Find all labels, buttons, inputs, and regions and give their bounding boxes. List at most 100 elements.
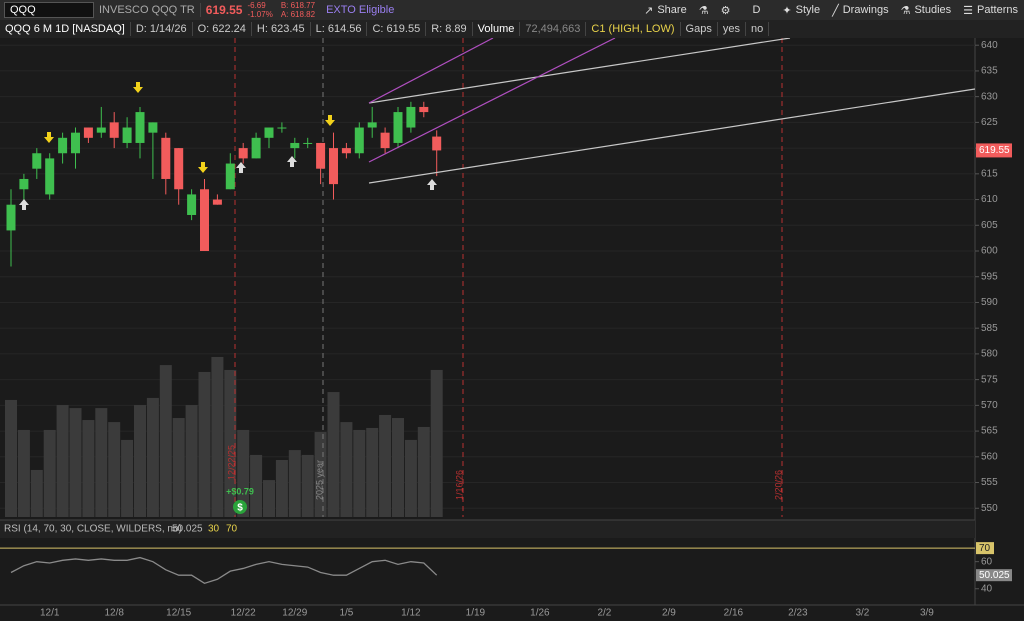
candle-body xyxy=(96,127,106,133)
chart-title: QQQ 6 M 1D [NASDAQ] xyxy=(5,23,125,35)
trend-line[interactable] xyxy=(368,38,616,163)
candle-body xyxy=(290,142,300,149)
candle-body xyxy=(161,137,171,179)
grid: 550 555 560 565 570 575 580 585 590 595 600 605 610 6… xyxy=(0,40,998,514)
x-tick-label: 12/8 xyxy=(104,608,124,619)
dividend-icon[interactable] xyxy=(233,500,247,514)
volume-bar xyxy=(82,420,95,517)
volume-label: Volume xyxy=(477,23,515,35)
y-tick-label: 575 xyxy=(981,374,998,385)
candle-body xyxy=(264,127,274,138)
patterns-label: Patterns xyxy=(977,4,1018,16)
bid-ask: B: 618.77 A: 618.82 xyxy=(281,1,315,19)
candle-body xyxy=(380,132,390,149)
x-tick-label: 12/29 xyxy=(282,608,307,619)
up-arrow xyxy=(287,156,297,167)
up-arrow xyxy=(236,162,246,173)
volume xyxy=(5,356,443,517)
change: -6.69 xyxy=(247,1,266,10)
ask: A: 618.82 xyxy=(280,10,316,19)
settings-button[interactable]: ⚙ xyxy=(720,4,731,17)
symbol-input[interactable]: QQQ xyxy=(4,2,94,18)
candle-body xyxy=(406,106,416,128)
x-tick-label: 1/12 xyxy=(401,608,421,619)
y-tick-label: 600 xyxy=(981,246,998,257)
x-tick-label: 3/2 xyxy=(855,608,869,619)
share-button[interactable]: ↗ Share xyxy=(644,4,687,17)
volume-bar xyxy=(314,432,327,517)
rsi-oversold: 30 xyxy=(208,524,220,535)
candle-body xyxy=(19,178,29,190)
exto[interactable]: EXTO Eligible xyxy=(326,4,395,16)
rsi-panel: 40 60 70 50.025 xyxy=(0,542,1012,594)
drawings-button[interactable]: ╱ Drawings xyxy=(832,4,889,17)
candle-body xyxy=(6,204,16,231)
rsi-line xyxy=(10,556,438,585)
info-close: C: 619.55 xyxy=(372,23,421,35)
marker-label: 1/16/26 xyxy=(454,470,464,500)
y-tick-label: 565 xyxy=(981,426,998,437)
style-label: Style xyxy=(795,4,821,16)
volume-bar xyxy=(43,429,56,517)
trend-line[interactable] xyxy=(368,38,791,104)
dividend-symbol: $ xyxy=(237,503,243,514)
x-tick-label: 2/2 xyxy=(597,608,611,619)
y-tick-label: 555 xyxy=(981,477,998,488)
volume-bar xyxy=(250,454,263,517)
y-tick-label: 610 xyxy=(981,194,998,205)
volume-bar xyxy=(417,426,430,517)
candle-body xyxy=(187,194,197,215)
candle-body xyxy=(316,142,326,169)
flask-button[interactable]: ⚗ xyxy=(698,4,709,17)
studies-button[interactable]: ⚗ Studies xyxy=(900,4,952,17)
volume-bar xyxy=(263,480,275,517)
x-tick-label: 3/9 xyxy=(920,608,934,619)
y-tick-label: 585 xyxy=(981,323,998,334)
price-tag xyxy=(976,143,1012,158)
marker-label: 12/22/25 xyxy=(226,445,236,480)
patterns-button[interactable]: ☰ Patterns xyxy=(963,4,1018,17)
trend-line[interactable] xyxy=(368,38,494,104)
candle-body xyxy=(251,137,261,159)
volume-bar xyxy=(353,429,366,517)
y-tick-label: 550 xyxy=(981,503,998,514)
x-tick-label: 2/16 xyxy=(724,608,744,619)
period-button[interactable]: D xyxy=(752,4,761,16)
x-tick-label: 12/15 xyxy=(166,608,191,619)
rsi-overbought: 70 xyxy=(226,524,238,535)
y-tick-label: 560 xyxy=(981,451,998,462)
volume-bar xyxy=(95,408,108,517)
level-tag xyxy=(976,542,994,555)
trend-line[interactable] xyxy=(368,88,976,184)
volume-value: 72,494,663 xyxy=(525,23,581,35)
candle-body xyxy=(109,122,119,138)
candle-body xyxy=(83,127,93,138)
volume-bar xyxy=(404,439,417,517)
dividend-label: +$0.79 xyxy=(226,486,254,496)
studies-label: Studies xyxy=(914,4,952,16)
rsi-value: 50.025 xyxy=(172,524,203,535)
down-arrow xyxy=(44,132,54,143)
volume-bar xyxy=(108,422,121,517)
volume-bar xyxy=(159,365,172,517)
drawings xyxy=(368,38,976,184)
x-tick-label: 1/19 xyxy=(466,608,486,619)
description: INVESCO QQQ TR xyxy=(99,4,195,16)
y-tick-label: 580 xyxy=(981,349,998,360)
candle-body xyxy=(354,127,364,154)
info-low: L: 614.56 xyxy=(315,23,362,35)
gaps-yes[interactable]: yes xyxy=(722,23,740,35)
volume-bar xyxy=(69,408,82,517)
volume-bar xyxy=(366,427,379,517)
gaps-no[interactable]: no xyxy=(750,23,764,35)
y-tick-label: 635 xyxy=(981,66,998,77)
up-arrow xyxy=(427,179,437,190)
volume-bar xyxy=(185,405,198,517)
volume-bar xyxy=(121,439,134,517)
down-arrow xyxy=(198,162,208,173)
down-arrow xyxy=(325,115,335,126)
candle-body xyxy=(329,148,338,185)
style-button[interactable]: ✦ Style xyxy=(782,4,821,17)
volume-bar xyxy=(146,397,159,517)
volume-bar xyxy=(172,418,185,517)
